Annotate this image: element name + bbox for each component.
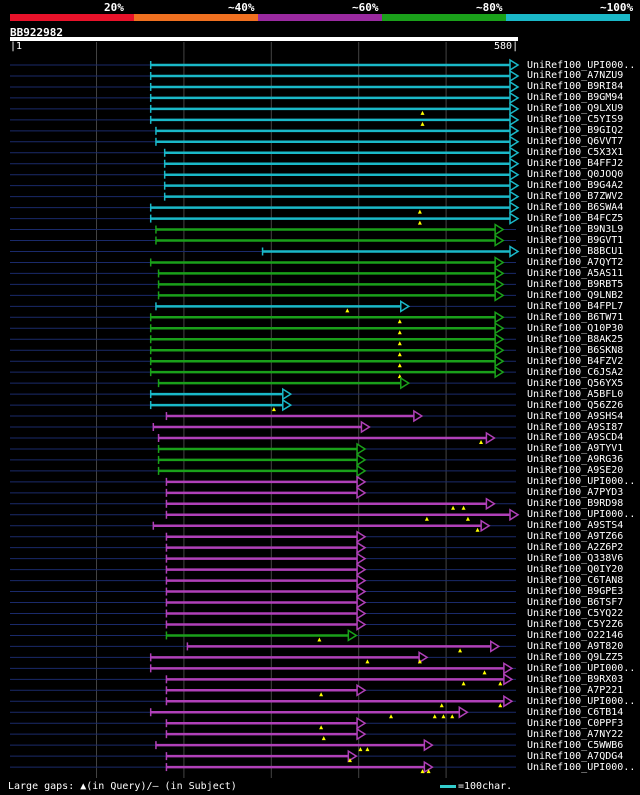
hit-label[interactable]: UniRef100_A9STS4	[527, 520, 624, 532]
hit-label[interactable]: UniRef100_UPI000..	[527, 695, 636, 707]
hit-label[interactable]: UniRef100_Q338V6	[527, 553, 624, 565]
scale-legend: =100char.	[440, 781, 512, 792]
hit-label[interactable]: UniRef100_A5AS11	[527, 267, 624, 279]
hit-label[interactable]: UniRef100_C5WWB6	[527, 739, 624, 751]
hit-label[interactable]: UniRef100_A7QDG4	[527, 750, 624, 762]
hit-label[interactable]: UniRef100_B9GPE3	[527, 586, 624, 598]
hit-label[interactable]: UniRef100_Q0JOQ0	[527, 169, 624, 181]
hit-label[interactable]: UniRef100_UPI000..	[527, 476, 636, 488]
hit-label[interactable]: UniRef100_Q9LNB2	[527, 289, 624, 301]
legend-segment	[506, 14, 630, 21]
hit-label[interactable]: UniRef100_UPI000..	[527, 761, 636, 773]
hit-label[interactable]: UniRef100_UPI000..	[527, 59, 636, 71]
hit-label[interactable]: UniRef100_A9TYV1	[527, 443, 624, 455]
hit-label[interactable]: UniRef100_B4FFJ2	[527, 158, 624, 170]
hit-label[interactable]: UniRef100_C5X3X1	[527, 147, 624, 159]
hit-label[interactable]: UniRef100_A9SE20	[527, 465, 624, 477]
hit-label[interactable]: UniRef100_C6TB14	[527, 706, 624, 718]
hit-label[interactable]: UniRef100_C5YQ22	[527, 608, 624, 619]
hit-label[interactable]: UniRef100_A9RG36	[527, 454, 624, 466]
hit-label[interactable]: UniRef100_C6TAN8	[527, 575, 624, 587]
hit-label[interactable]: UniRef100_B9GIQ2	[527, 125, 624, 137]
legend-label: 20%	[104, 1, 124, 14]
hit-label[interactable]: UniRef100_A7NY22	[527, 728, 624, 740]
hit-label[interactable]: UniRef100_O22146	[527, 629, 624, 641]
hit-label[interactable]: UniRef100_B6SKN8	[527, 344, 624, 356]
query-id: BB922982	[10, 26, 63, 39]
legend-label: ~40%	[228, 1, 255, 14]
hit-label[interactable]: UniRef100_B9RX03	[527, 673, 624, 685]
hit-label[interactable]: UniRef100_B9G4A2	[527, 180, 624, 192]
legend-segment	[382, 14, 506, 21]
hit-label[interactable]: UniRef100_B9RBT5	[527, 278, 624, 290]
hit-label[interactable]: UniRef100_A9SI87	[527, 421, 624, 433]
ruler-start-label: |1	[10, 41, 23, 52]
legend-segment	[258, 14, 382, 21]
query-sequence-bar	[10, 37, 518, 41]
hit-label[interactable]: UniRef100_C0PPF3	[527, 717, 624, 729]
hit-label[interactable]: UniRef100_A7P221	[527, 684, 624, 696]
hit-label[interactable]: UniRef100_B9N3L9	[527, 224, 624, 236]
hit-label[interactable]: UniRef100_B7ZWV2	[527, 191, 624, 203]
hit-label[interactable]: UniRef100_A5BFL0	[527, 388, 624, 400]
hit-label[interactable]: UniRef100_Q9LZZ5	[527, 651, 624, 663]
hit-label[interactable]: UniRef100_B9RD98	[527, 498, 624, 510]
hit-label[interactable]: UniRef100_UPI000..	[527, 509, 636, 521]
hit-label[interactable]: UniRef100_A7PYD3	[527, 487, 624, 499]
hit-label[interactable]: UniRef100_B9RI84	[527, 81, 624, 93]
legend-label: ~60%	[352, 1, 379, 14]
hit-label[interactable]: UniRef100_B4FCZ5	[527, 213, 624, 225]
legend-segment	[10, 14, 134, 21]
hit-label[interactable]: UniRef100_Q56Z26	[527, 399, 624, 411]
hit-label[interactable]: UniRef100_Q9LXU9	[527, 103, 624, 115]
hit-label[interactable]: UniRef100_UPI000..	[527, 662, 636, 674]
hit-label[interactable]: UniRef100_B8BCU1	[527, 245, 624, 257]
hit-label[interactable]: UniRef100_A9TZ66	[527, 531, 624, 543]
hit-label[interactable]: UniRef100_Q56YX5	[527, 377, 624, 389]
hit-label[interactable]: UniRef100_C6JSA2	[527, 366, 624, 378]
hit-label[interactable]: UniRef100_B4FZV2	[527, 355, 624, 367]
hit-label[interactable]: UniRef100_A2Z6P2	[527, 542, 624, 554]
hit-label[interactable]: UniRef100_Q0IY20	[527, 564, 624, 576]
hit-label[interactable]: UniRef100_B6SWA4	[527, 202, 624, 214]
hit-label[interactable]: UniRef100_A9SCD4	[527, 432, 624, 444]
scale-label: =100char.	[458, 781, 513, 792]
hit-label[interactable]: UniRef100_Q10P30	[527, 322, 624, 334]
hit-label[interactable]: UniRef100_Q6VVT7	[527, 136, 624, 148]
identity-color-legend: 20% ~40% ~60% ~80% ~100%	[10, 1, 633, 21]
hit-label[interactable]: UniRef100_A9T820	[527, 640, 624, 652]
scale-line-icon	[440, 784, 456, 788]
hit-label[interactable]: UniRef100_A7NZU9	[527, 70, 624, 82]
hit-label[interactable]: UniRef100_A9SHS4	[527, 410, 624, 422]
hit-label[interactable]: UniRef100_B4FPL7	[527, 300, 624, 312]
hit-label[interactable]: UniRef100_A7QYT2	[527, 256, 624, 268]
hit-label[interactable]: UniRef100_B9GM94	[527, 92, 624, 104]
large-gaps-legend: Large gaps: ▲(in Query)/– (in Subject)	[8, 781, 237, 792]
hit-label[interactable]: UniRef100_B8AK25	[527, 333, 624, 345]
hit-label[interactable]: UniRef100_B9GVT1	[527, 235, 624, 247]
ruler-end-label: 580|	[494, 41, 519, 52]
legend-label: ~100%	[600, 1, 634, 14]
legend-label: ~80%	[476, 1, 503, 14]
hit-label[interactable]: UniRef100_C5YIS9	[527, 114, 624, 126]
hit-label[interactable]: UniRef100_B6TW71	[527, 311, 624, 323]
hit-label[interactable]: UniRef100_C5Y2Z6	[527, 618, 624, 630]
hit-label[interactable]: UniRef100_B6TSF7	[527, 597, 624, 609]
legend-segment	[134, 14, 258, 21]
